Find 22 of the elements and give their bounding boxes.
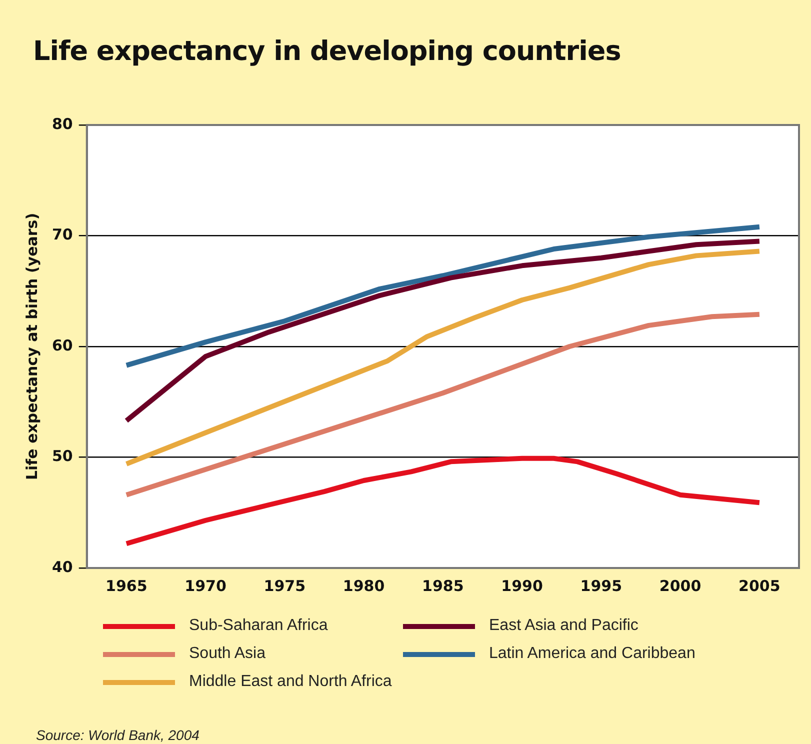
legend-label: South Asia — [189, 645, 266, 663]
source-note: Source: World Bank, 2004 — [36, 727, 200, 743]
chart-title: Life expectancy in developing countries — [33, 36, 621, 67]
x-tick-label: 1995 — [580, 576, 622, 595]
x-tick-label: 2000 — [659, 576, 702, 595]
x-tick-label: 1985 — [422, 576, 464, 595]
y-tick-label: 70 — [52, 226, 73, 244]
y-tick-label: 60 — [52, 336, 73, 354]
x-tick-label: 2005 — [738, 576, 780, 595]
y-tick-label: 50 — [52, 447, 73, 466]
x-tick-label: 1975 — [264, 576, 306, 595]
x-tick-label: 1965 — [106, 576, 148, 595]
y-tick-label: 80 — [52, 114, 73, 133]
legend-label: Middle East and North Africa — [189, 673, 392, 691]
x-tick-label: 1990 — [501, 576, 543, 595]
legend-label: East Asia and Pacific — [489, 617, 638, 635]
y-tick-label: 40 — [52, 558, 73, 576]
x-tick-label: 1970 — [184, 576, 226, 595]
x-tick-label: 1980 — [342, 576, 385, 595]
legend-label: Latin America and Caribbean — [489, 645, 696, 663]
y-axis-title: Life expectancy at birth (years) — [22, 212, 41, 480]
legend-label: Sub-Saharan Africa — [189, 617, 328, 635]
